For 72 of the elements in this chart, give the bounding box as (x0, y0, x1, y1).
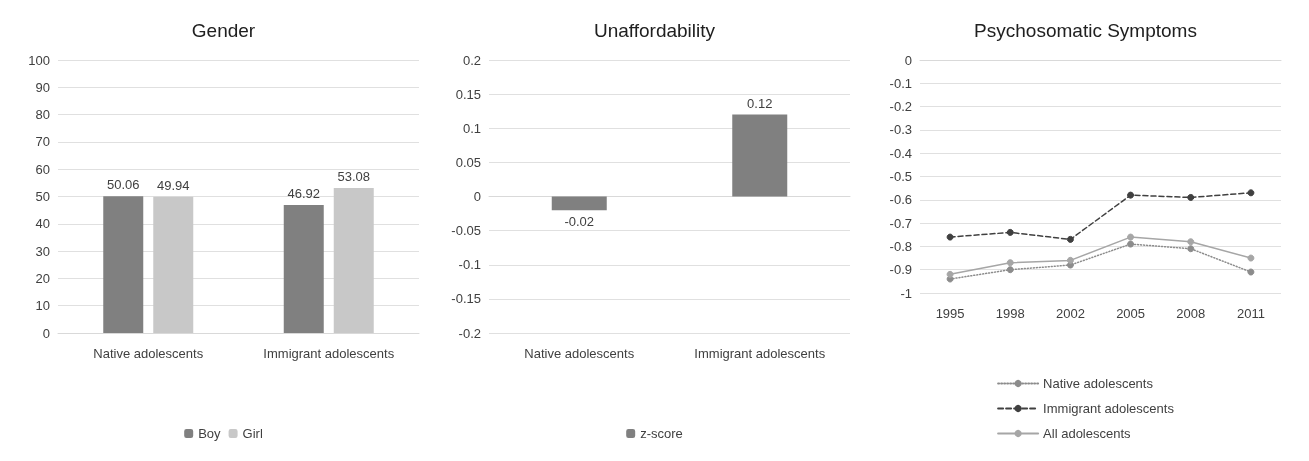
data-label: 46.92 (287, 185, 321, 201)
point (1187, 238, 1195, 246)
y-tick-label: 20 (35, 270, 50, 286)
y-tick-label: 70 (35, 134, 50, 150)
point (1006, 266, 1014, 274)
legend-label: Native adolescents (1043, 376, 1154, 391)
data-label: 53.08 (337, 169, 371, 185)
point (1066, 235, 1074, 243)
point (1247, 254, 1255, 262)
chart-title: Gender (191, 20, 256, 41)
y-tick-label: -0.15 (451, 291, 481, 307)
y-tick-label: 90 (35, 79, 50, 95)
point (1187, 245, 1195, 253)
data-label: 49.94 (156, 177, 190, 193)
y-tick-label: -1 (900, 285, 912, 301)
x-tick-label: Immigrant adolescents (263, 346, 395, 361)
y-tick-label: 50 (35, 189, 50, 204)
y-tick-label: -0.3 (889, 122, 912, 138)
x-tick-label: 2008 (1176, 306, 1206, 321)
chart-title: Unaffordability (593, 20, 716, 41)
point (1127, 191, 1135, 199)
y-tick-label: -0.7 (889, 215, 912, 231)
y-tick-label: 30 (35, 243, 50, 259)
legend-label: All adolescents (1043, 426, 1132, 441)
y-tick-label: 60 (35, 161, 50, 177)
y-tick-label: 0 (473, 189, 481, 204)
legend-label: Immigrant adolescents (1043, 401, 1175, 416)
x-tick-label: 2005 (1116, 306, 1146, 321)
point (1006, 259, 1014, 267)
legend-label: Girl (242, 426, 263, 441)
legend-label: Boy (198, 426, 222, 441)
y-tick-label: -0.5 (889, 169, 912, 184)
y-tick-label: 10 (35, 298, 50, 314)
data-label: 50.06 (106, 177, 140, 193)
point (1127, 233, 1135, 241)
y-tick-label: 40 (35, 216, 50, 232)
legend-label: z-score (640, 426, 683, 441)
point (1066, 256, 1074, 264)
y-tick-label: -0.2 (458, 325, 481, 341)
point (1187, 193, 1195, 201)
y-tick-label: -0.1 (458, 257, 481, 273)
y-tick-label: -0.4 (889, 145, 912, 161)
y-tick-label: 0 (42, 325, 50, 341)
y-tick-label: -0.05 (451, 223, 481, 239)
x-tick-label: 1998 (995, 306, 1025, 321)
y-tick-label: -0.2 (889, 99, 912, 115)
x-tick-label: 2011 (1236, 306, 1265, 321)
x-tick-label: Native adolescents (93, 346, 204, 361)
point (1247, 268, 1255, 276)
x-tick-label: Immigrant adolescents (694, 346, 826, 361)
point (1127, 240, 1135, 248)
point (1247, 189, 1255, 197)
y-tick-label: -0.9 (889, 262, 912, 278)
data-label: 0.12 (747, 95, 773, 111)
point (946, 270, 954, 278)
data-label: -0.02 (564, 214, 595, 230)
y-tick-label: 0 (904, 52, 912, 68)
y-tick-label: 80 (35, 107, 50, 123)
y-tick-label: -0.6 (889, 192, 912, 208)
y-tick-label: 0.05 (455, 154, 481, 170)
y-tick-label: 0.15 (455, 86, 481, 102)
x-tick-label: Native adolescents (524, 346, 635, 361)
x-tick-label: 1995 (935, 306, 965, 321)
y-tick-label: 0.1 (462, 120, 481, 136)
point (1006, 228, 1014, 236)
point (946, 233, 954, 241)
y-tick-label: 100 (28, 52, 50, 68)
y-tick-label: -0.1 (889, 75, 912, 91)
chart-title: Psychosomatic Symptoms (974, 20, 1197, 41)
x-tick-label: 2002 (1055, 306, 1085, 321)
y-tick-label: -0.8 (889, 238, 912, 254)
y-tick-label: 0.2 (462, 52, 481, 68)
